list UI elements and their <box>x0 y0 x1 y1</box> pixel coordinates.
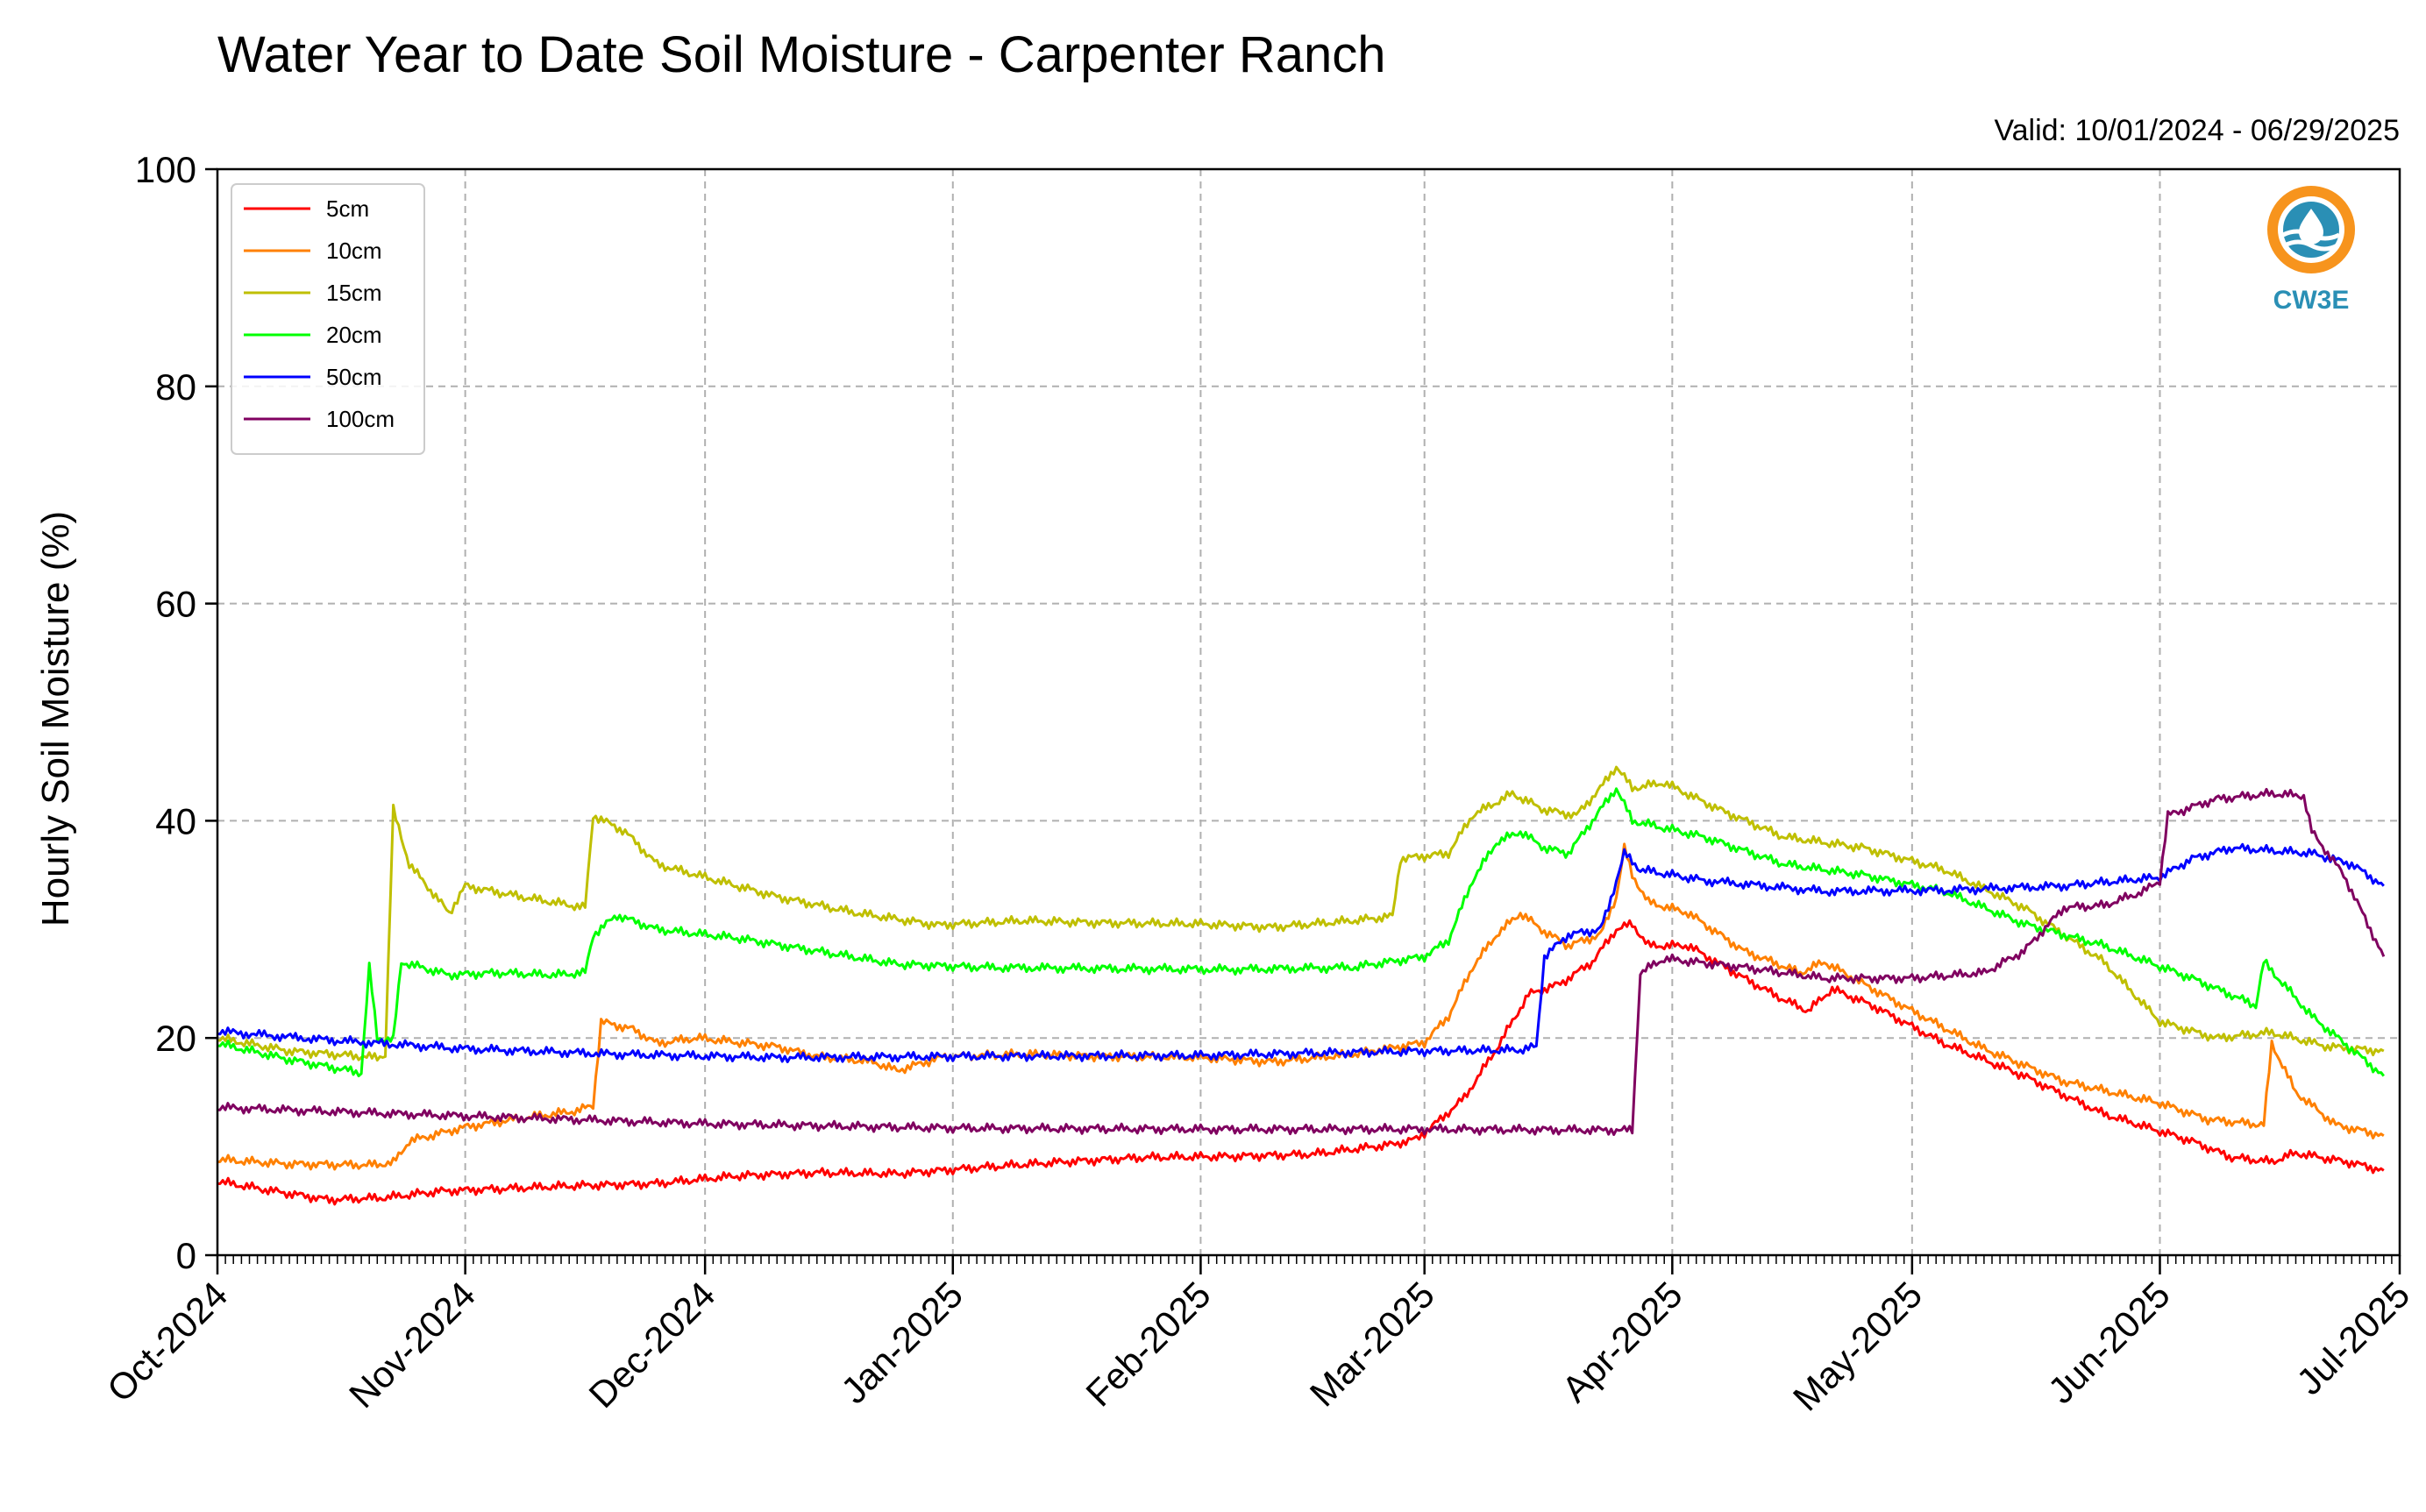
plot-frame <box>216 167 2401 1257</box>
legend: 5cm 10cm 15cm 20cm 50cm 100cm <box>231 183 425 455</box>
y-axis-label: Hourly Soil Moisture (%) <box>34 511 77 926</box>
series-line-50cm <box>217 842 2385 1063</box>
y-tick-label: 20 <box>155 1018 196 1059</box>
valid-range: Valid: 10/01/2024 - 06/29/2025 <box>1994 114 2400 147</box>
series-lines <box>217 765 2386 1206</box>
logo-wave-2 <box>2283 239 2339 252</box>
legend-label-10cm: 10cm <box>326 238 382 264</box>
y-tick-label: 60 <box>155 584 196 625</box>
water-drop-icon <box>2299 209 2323 245</box>
legend-label-50cm: 50cm <box>326 364 382 390</box>
y-tick-label: 100 <box>135 149 196 190</box>
series-line-100cm <box>217 787 2386 1136</box>
cw3e-logo: CW3E <box>2267 186 2355 315</box>
legend-label-20cm: 20cm <box>326 322 382 348</box>
x-minor-ticks <box>217 1255 2401 1264</box>
y-tick-label: 40 <box>155 800 196 841</box>
legend-label-15cm: 15cm <box>326 280 382 306</box>
series-line-5cm <box>217 919 2385 1206</box>
legend-label-5cm: 5cm <box>326 195 369 222</box>
y-tick-label: 80 <box>155 366 196 408</box>
chart-title: Water Year to Date Soil Moisture - Carpe… <box>217 26 1385 83</box>
grid-lines <box>217 169 2400 1255</box>
y-tick-label: 0 <box>176 1235 196 1276</box>
logo-text: CW3E <box>2273 286 2350 315</box>
legend-label-100cm: 100cm <box>326 406 395 432</box>
y-tick-labels: 0 20 40 60 80 100 <box>135 149 196 1276</box>
series-line-10cm <box>217 842 2385 1171</box>
series-line-15cm <box>217 765 2385 1062</box>
series-line-20cm <box>217 787 2385 1077</box>
axes <box>205 167 2401 1274</box>
